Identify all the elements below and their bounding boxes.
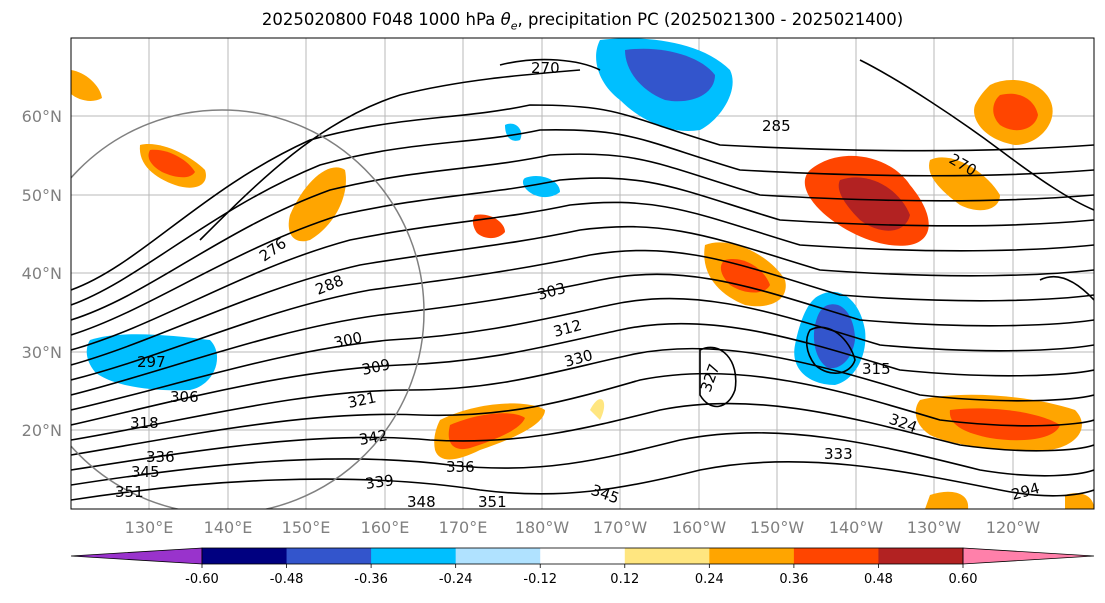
contour-label: 270 xyxy=(531,59,560,77)
colorbar-tick-label: 0.24 xyxy=(695,572,724,587)
precip-region-ne-pos-core xyxy=(993,93,1038,131)
lon-label-150w: 150°W xyxy=(750,518,805,537)
colorbar-border xyxy=(201,547,964,565)
lat-label-50n: 50°N xyxy=(22,186,62,205)
contour-label: 342 xyxy=(358,426,389,449)
precip-region-se-pos-core xyxy=(949,408,1060,441)
contour-label: 306 xyxy=(170,388,199,406)
colorbar-extend-low xyxy=(70,547,203,565)
lat-label-60n: 60°N xyxy=(22,107,62,126)
colorbar-tick-label: 0.36 xyxy=(779,572,808,587)
colorbar-tick-label: 0.48 xyxy=(864,572,893,587)
colorbar-tick-label: -0.36 xyxy=(354,572,388,587)
precip-region-corner-pos xyxy=(1065,493,1094,509)
colorbar-extend-high xyxy=(962,547,1095,565)
colorbar-swatch xyxy=(540,548,626,564)
map-title: 2025020800 F048 1000 hPa θe, precipitati… xyxy=(71,10,1094,32)
colorbar-tick-label: 0.12 xyxy=(610,572,639,587)
precip-region-bering-neg-core xyxy=(625,48,715,102)
contour-label: 297 xyxy=(137,353,166,371)
colorbar-tick-label: -0.60 xyxy=(185,572,219,587)
region-circle xyxy=(71,109,425,509)
colorbar-tick-label: 0.60 xyxy=(949,572,978,587)
colorbar-swatch xyxy=(709,548,795,564)
contour-label: 315 xyxy=(862,360,891,378)
contour-label: 348 xyxy=(407,493,436,511)
lon-label-130e: 130°E xyxy=(125,518,174,537)
contour-label: 351 xyxy=(478,493,507,511)
precip-region-west-pos xyxy=(71,70,102,101)
lon-label-170e: 170°E xyxy=(439,518,488,537)
precip-region-tiny-pos xyxy=(590,399,605,420)
colorbar-swatch xyxy=(793,548,879,564)
precip-region-small-neg xyxy=(505,123,522,141)
lat-label-20n: 20°N xyxy=(22,421,62,440)
lon-label-130w: 130°W xyxy=(907,518,962,537)
colorbar-tick-label: -0.12 xyxy=(523,572,557,587)
contour-label: 300 xyxy=(332,328,364,352)
contour-label: 351 xyxy=(115,483,144,501)
colorbar-swatch xyxy=(878,548,964,564)
lat-label-30n: 30°N xyxy=(22,343,62,362)
latitude-axis-labels: 20°N 30°N 40°N 50°N 60°N xyxy=(22,107,62,440)
theta-e-contours xyxy=(71,58,1094,501)
colorbar-swatch xyxy=(286,548,372,564)
lon-label-140w: 140°W xyxy=(829,518,884,537)
lon-label-140e: 140°E xyxy=(204,518,253,537)
contour-label: 285 xyxy=(762,117,791,135)
lon-label-180w: 180°W xyxy=(515,518,570,537)
map-frame xyxy=(70,37,1095,510)
title-main: 2025020800 F048 1000 hPa xyxy=(261,10,496,29)
colorbar-swatch xyxy=(202,548,288,564)
precip-region-bc-pos xyxy=(929,157,1000,211)
lon-label-150e: 150°E xyxy=(282,518,331,537)
precip-region-asia-pos-core xyxy=(148,149,195,178)
contour-label: 339 xyxy=(364,471,395,493)
colorbar-swatch xyxy=(455,548,541,564)
precip-region-sw-neg xyxy=(86,334,218,391)
contour-label: 309 xyxy=(360,355,392,379)
precip-region-japan-pos xyxy=(288,167,346,242)
title-theta: θ xyxy=(500,10,511,29)
title-rest: , precipitation PC (2025021300 - 2025021… xyxy=(517,10,904,29)
colorbar-swatch xyxy=(371,548,457,564)
longitude-axis-labels: 130°E 140°E 150°E 160°E 170°E 180°W 170°… xyxy=(125,518,1041,537)
precip-region-east-neg-core xyxy=(813,304,855,369)
colorbar-swatch xyxy=(624,548,710,564)
contour-label: 336 xyxy=(146,448,175,466)
precip-region-bottom-pos xyxy=(925,491,969,509)
colorbar: -0.60 -0.48 -0.36 -0.24 -0.12 0.12 0.24 0.36 0.4… xyxy=(70,547,1095,587)
contour-label: 333 xyxy=(824,445,853,463)
lon-label-160e: 160°E xyxy=(361,518,410,537)
lon-label-160w: 160°W xyxy=(672,518,727,537)
contour-label: 345 xyxy=(131,463,160,481)
map-content: 270 285 270 276 288 303 312 300 297 309 … xyxy=(71,38,1094,511)
colorbar-tick-label: -0.24 xyxy=(439,572,473,587)
title-theta-subscript: e xyxy=(510,19,518,33)
colorbar-tick-label: -0.48 xyxy=(270,572,304,587)
lat-label-40n: 40°N xyxy=(22,264,62,283)
contour-label: 336 xyxy=(446,458,475,476)
lon-label-170w: 170°W xyxy=(593,518,648,537)
precip-region-gulf-pos-core xyxy=(838,177,910,231)
contour-label: 318 xyxy=(130,414,159,432)
contour-label: 321 xyxy=(346,388,378,412)
lon-label-120w: 120°W xyxy=(986,518,1041,537)
